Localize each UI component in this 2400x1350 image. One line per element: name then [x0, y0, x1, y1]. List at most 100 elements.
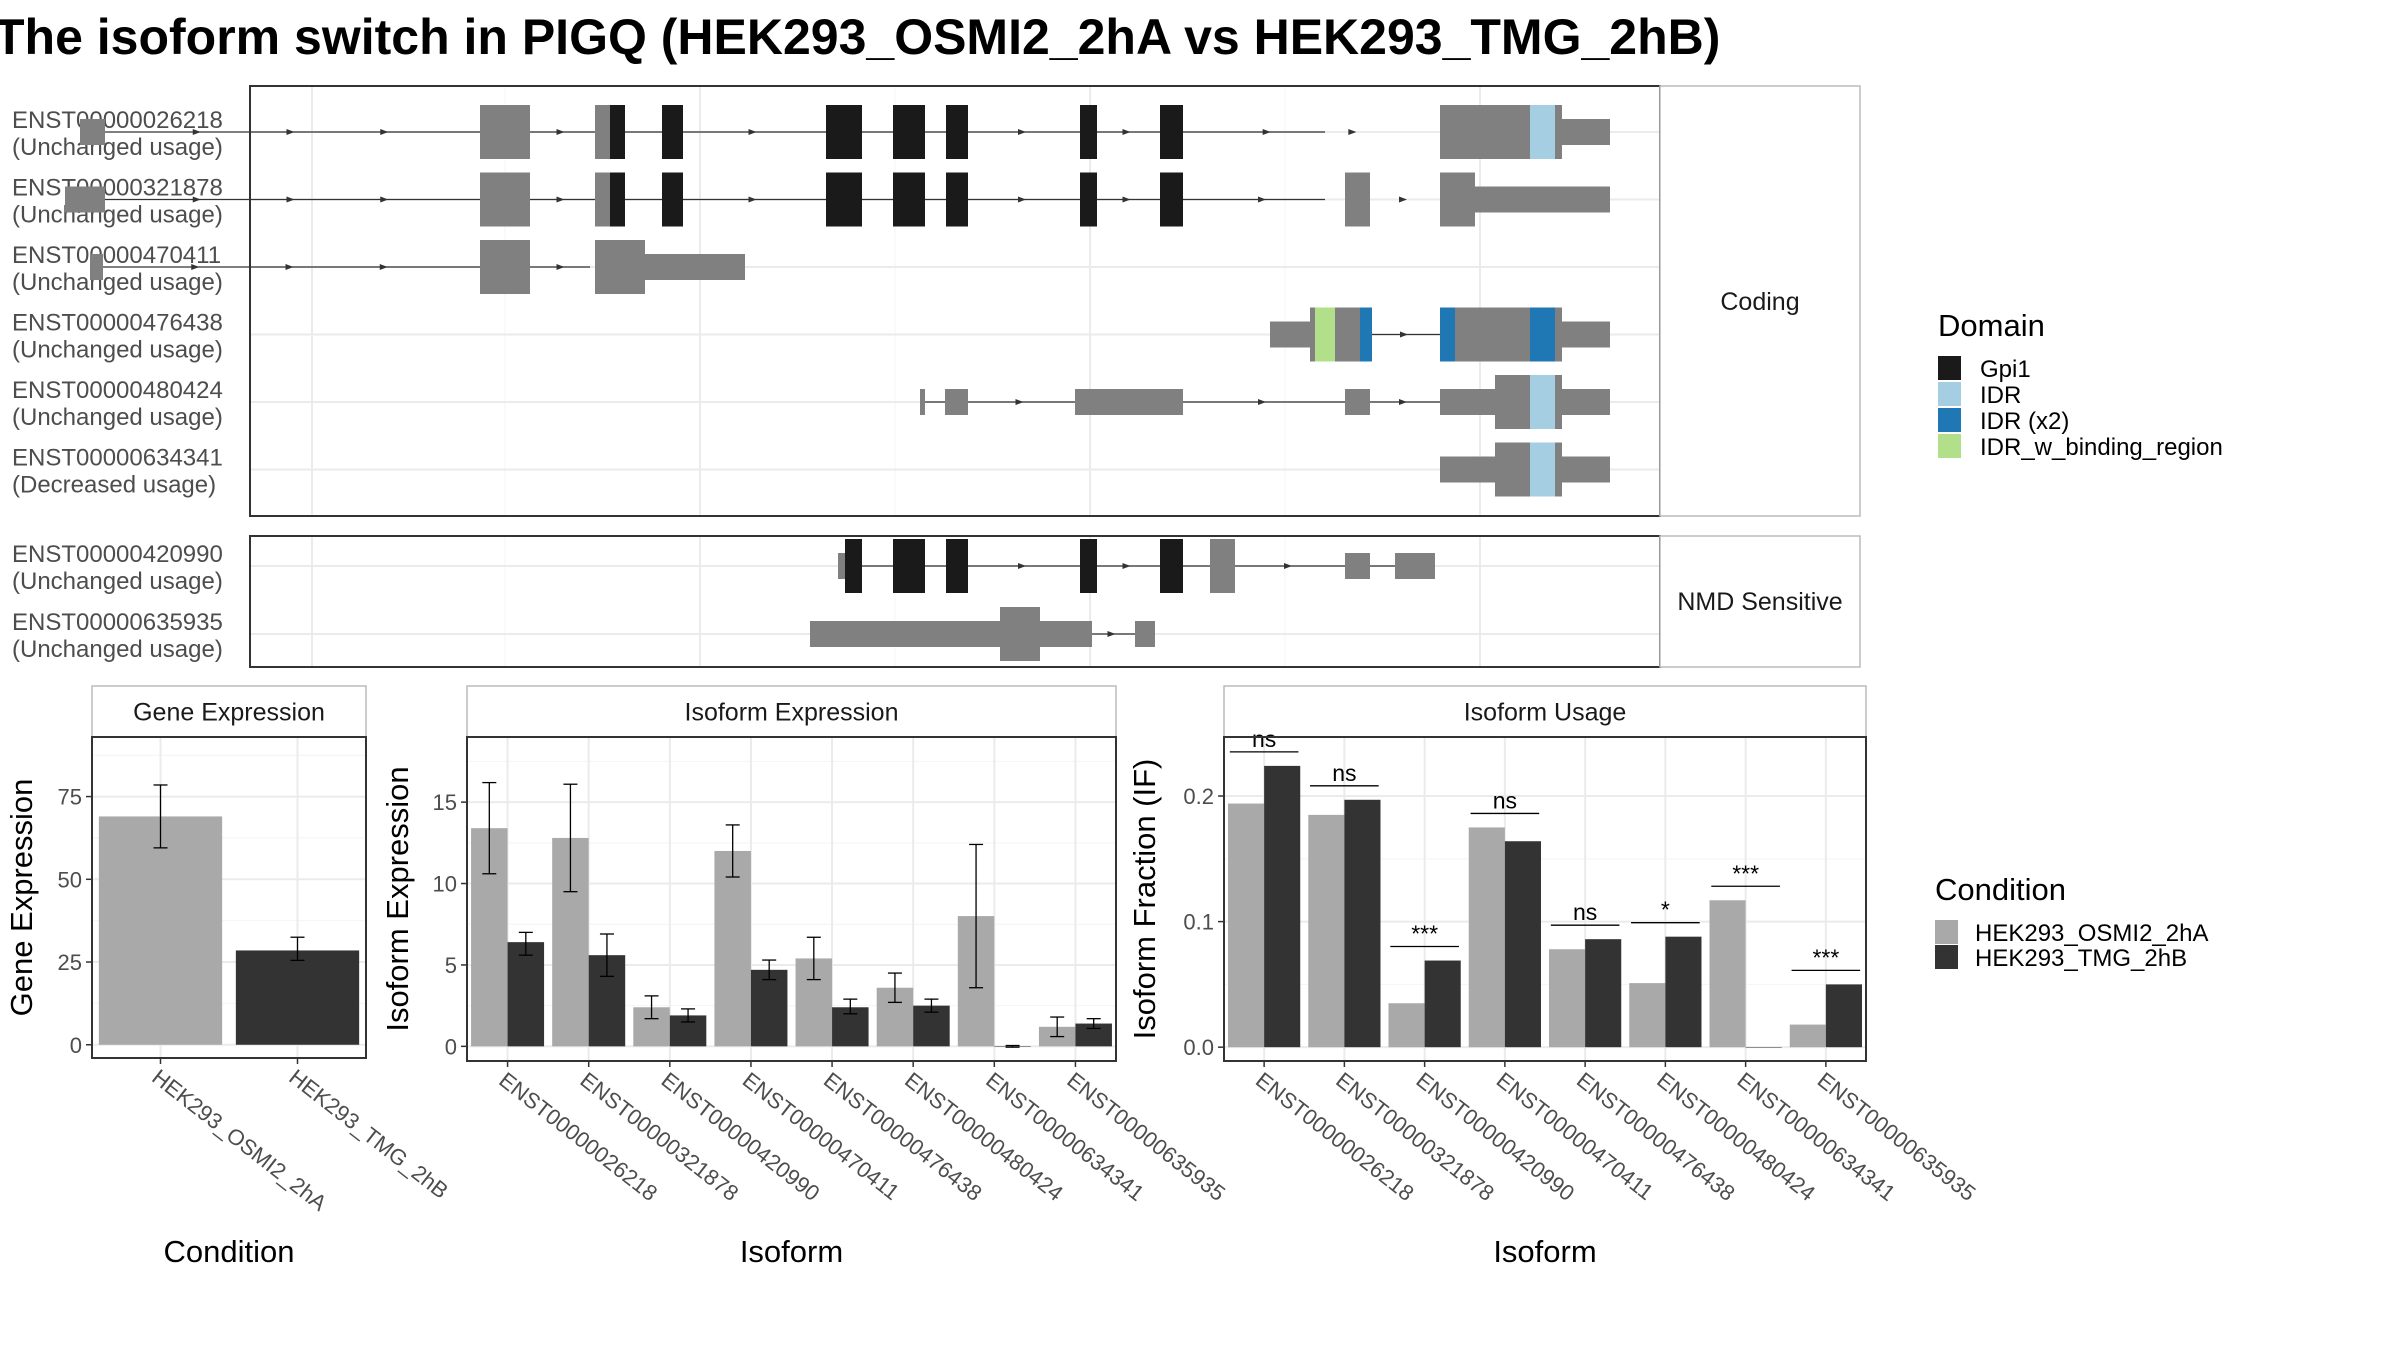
transcript-id-label: ENST00000420990: [12, 541, 223, 568]
bar: [1709, 900, 1746, 1048]
transcript-usage-label: (Decreased usage): [12, 472, 216, 499]
domain-exon: [893, 105, 925, 159]
exon: [645, 254, 745, 280]
panel-title: Isoform Expression: [685, 699, 899, 727]
domain-exon: [1530, 375, 1555, 429]
transcript-row: ENST00000634341(Decreased usage): [12, 442, 1610, 499]
exon: [1440, 389, 1495, 415]
exon: [480, 240, 530, 294]
y-axis-title: Isoform Fraction (IF): [1127, 759, 1162, 1040]
y-tick-label: 0: [70, 1033, 82, 1058]
condition-legend-label: HEK293_OSMI2_2hA: [1975, 920, 2208, 947]
transcript-id-label: ENST00000476438: [12, 310, 223, 337]
panel-title: Gene Expression: [133, 699, 325, 727]
exon: [1440, 105, 1530, 159]
bar: [1264, 765, 1301, 1048]
isoform-usage-panel: Isoform Usage0.00.10.2nsENST00000026218n…: [1127, 685, 1980, 1269]
nmd-transcripts: ENST00000420990(Unchanged usage)ENST0000…: [12, 539, 1435, 663]
intron-arrow: [556, 264, 565, 270]
domain-exon: [610, 172, 625, 227]
exon: [1495, 375, 1530, 429]
domain-exon: [826, 172, 862, 227]
domain-exon: [1160, 105, 1183, 159]
y-tick-label: 15: [433, 790, 457, 815]
transcript-row: ENST00000635935(Unchanged usage): [12, 607, 1155, 663]
domain-legend-label: IDR (x2): [1980, 408, 2069, 435]
panel-strip: [1223, 685, 1867, 738]
transcript-row: ENST00000321878(Unchanged usage): [12, 172, 1610, 229]
intron-arrow: [1399, 196, 1407, 203]
bar: [98, 816, 223, 1045]
exon: [1345, 553, 1350, 579]
domain-legend-key: [1938, 356, 1961, 380]
y-tick-label: 25: [58, 950, 82, 975]
exon: [595, 172, 610, 227]
y-tick-label: 0.1: [1183, 910, 1214, 935]
intron-arrow: [1399, 399, 1407, 405]
exon: [1440, 456, 1495, 483]
intron-arrow: [1122, 129, 1131, 135]
exon: [920, 389, 925, 415]
domain-exon: [946, 172, 968, 227]
intron-arrow: [1262, 129, 1271, 135]
intron-arrow: [286, 196, 295, 203]
y-tick-label: 10: [433, 872, 457, 897]
bar: [714, 850, 751, 1047]
bar: [1388, 1003, 1425, 1048]
domain-exon: [1530, 105, 1555, 159]
panel-strip: [91, 685, 367, 738]
condition-legend-title: Condition: [1935, 872, 2066, 907]
intron-arrow: [1018, 563, 1026, 569]
transcript-row: ENST00000420990(Unchanged usage): [12, 539, 1435, 595]
exon: [1310, 307, 1315, 362]
intron-arrow: [379, 264, 388, 270]
domain-exon: [893, 539, 925, 593]
bar: [1665, 936, 1702, 1048]
transcript-usage-label: (Unchanged usage): [12, 269, 223, 296]
intron-arrow: [1400, 331, 1408, 338]
intron-arrow: [1015, 399, 1024, 405]
exon: [1440, 172, 1475, 227]
transcript-usage-label: (Unchanged usage): [12, 202, 223, 229]
intron-arrow: [1018, 129, 1026, 135]
transcript-id-label: ENST00000480424: [12, 377, 223, 404]
bar: [1629, 983, 1666, 1048]
transcript-id-label: ENST00000026218: [12, 107, 223, 134]
domain-exon: [1160, 539, 1183, 593]
y-tick-label: 75: [58, 785, 82, 810]
transcript-usage-label: (Unchanged usage): [12, 337, 223, 364]
bar: [1789, 1024, 1826, 1048]
panel-frame: [91, 736, 367, 1059]
intron-arrow: [1258, 399, 1266, 405]
intron-arrow: [1122, 196, 1131, 203]
significance-label: ns: [1493, 787, 1517, 813]
domain-exon: [946, 105, 968, 159]
bar: [1075, 1023, 1112, 1047]
significance-label: ***: [1812, 944, 1839, 970]
exon: [1555, 307, 1562, 362]
exon: [595, 105, 610, 159]
intron-arrow: [1258, 196, 1266, 203]
intron-arrow: [380, 196, 389, 203]
bar: [1585, 939, 1622, 1048]
intron-arrow: [556, 129, 565, 135]
exon: [810, 621, 1000, 647]
intron-arrow: [1107, 631, 1116, 637]
exon: [90, 254, 103, 280]
figure-title: The isoform switch in PIGQ (HEK293_OSMI2…: [0, 9, 1720, 65]
domain-exon: [826, 105, 862, 159]
condition-legend-key: [1935, 920, 1958, 944]
x-axis-title: Isoform: [740, 1234, 843, 1269]
intron-arrow: [192, 196, 201, 203]
transcript-row: ENST00000476438(Unchanged usage): [12, 307, 1610, 364]
bar: [1344, 799, 1381, 1048]
transcript-usage-label: (Unchanged usage): [12, 134, 223, 161]
significance-label: ***: [1411, 921, 1438, 947]
exon: [1210, 539, 1235, 593]
domain-exon: [662, 172, 683, 227]
transcript-structure-panel: ENST00000026218(Unchanged usage)ENST0000…: [12, 85, 1861, 668]
exon: [1350, 553, 1370, 579]
x-axis-title: Isoform: [1493, 1234, 1596, 1269]
exon: [1395, 553, 1435, 579]
coding-transcripts: ENST00000026218(Unchanged usage)ENST0000…: [12, 105, 1610, 499]
